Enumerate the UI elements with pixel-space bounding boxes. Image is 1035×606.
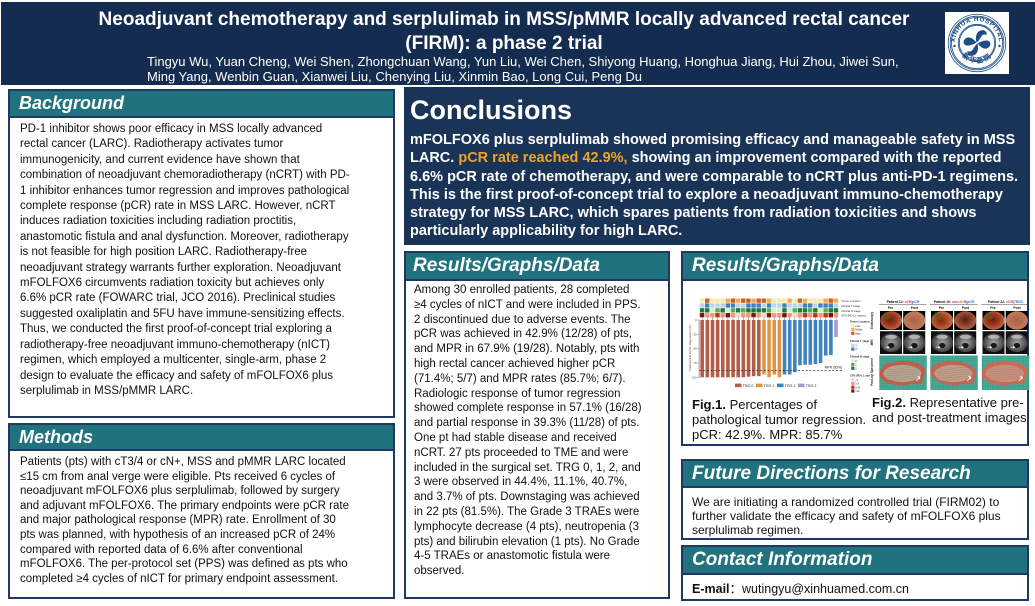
- svg-text:MPR (85%): MPR (85%): [825, 366, 843, 370]
- svg-text:Pathological Tumor Regression: Pathological Tumor Regression (%): [688, 325, 692, 371]
- svg-text:2: 2: [855, 367, 857, 370]
- svg-text:Post-op Specimen: Post-op Specimen: [870, 358, 874, 386]
- svg-text:High: High: [855, 332, 861, 335]
- svg-text:3: 3: [855, 344, 857, 347]
- svg-text:Post: Post: [911, 306, 919, 310]
- svg-text:MRI: MRI: [870, 339, 874, 345]
- svg-text:Clinical T stage: Clinical T stage: [841, 304, 860, 308]
- svg-text:TRG 3: TRG 3: [806, 384, 817, 388]
- svg-text:Endoscopy: Endoscopy: [870, 312, 874, 329]
- svg-text:1-5: 1-5: [855, 383, 859, 386]
- svg-text:Patient 12: cCR|pCR: Patient 12: cCR|pCR: [887, 300, 920, 304]
- svg-text:Pre: Pre: [939, 306, 944, 310]
- svg-text:-75: -75: [693, 361, 697, 365]
- svg-text:Low: Low: [855, 325, 860, 328]
- svg-text:0: 0: [855, 360, 857, 363]
- svg-text:Clinical T stage: Clinical T stage: [850, 339, 870, 343]
- svg-text:Tumor Location: Tumor Location: [841, 299, 861, 303]
- svg-text:Clinical N stage: Clinical N stage: [850, 355, 870, 359]
- svg-text:>10: >10: [855, 390, 860, 393]
- svg-text:Pre: Pre: [990, 306, 995, 310]
- svg-text:5-10: 5-10: [855, 386, 861, 389]
- svg-text:-100: -100: [691, 375, 697, 379]
- svg-text:Middle: Middle: [855, 329, 863, 332]
- svg-text:Clinical N stage: Clinical N stage: [841, 309, 861, 313]
- svg-text:1: 1: [855, 364, 857, 367]
- svg-text:TRG 1: TRG 1: [764, 384, 775, 388]
- svg-text:0: 0: [695, 318, 697, 322]
- svg-text:TRG 0: TRG 0: [743, 384, 754, 388]
- svg-text:Pre: Pre: [888, 306, 893, 310]
- svg-text:4: 4: [855, 348, 857, 351]
- svg-text:Post: Post: [962, 306, 970, 310]
- svg-text:TRG 2: TRG 2: [785, 384, 796, 388]
- svg-text:Patient 10: non-cCR|pCR: Patient 10: non-cCR|pCR: [934, 300, 975, 304]
- svg-text:CPS (PD-L1 status): CPS (PD-L1 status): [841, 314, 866, 318]
- svg-text:Post: Post: [1013, 306, 1021, 310]
- svg-text:<1: <1: [855, 379, 858, 382]
- svg-text:-25: -25: [693, 332, 697, 336]
- svg-text:Tumor Location: Tumor Location: [850, 320, 870, 324]
- svg-text:新华医院: 新华医院: [961, 51, 994, 66]
- svg-text:Patient 22: cCR|TRG3: Patient 22: cCR|TRG3: [988, 300, 1023, 304]
- svg-text:CPS (PD-L1 stat: CPS (PD-L1 stat: [850, 374, 870, 378]
- svg-text:-50: -50: [693, 347, 697, 351]
